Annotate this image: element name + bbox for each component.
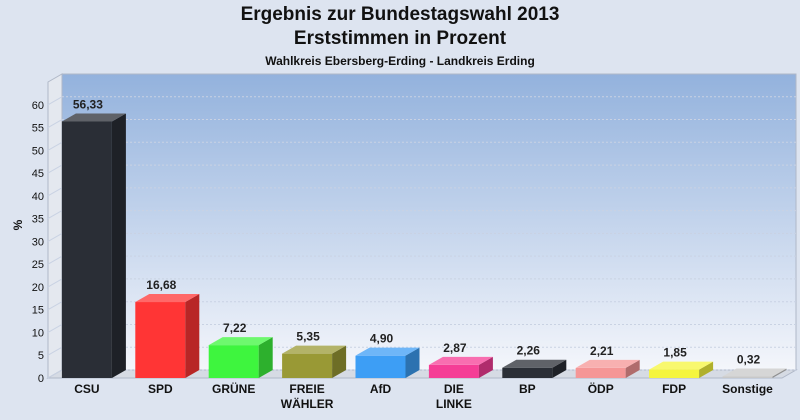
bar (502, 359, 567, 378)
y-axis-label: % (11, 219, 25, 230)
bar-front (355, 355, 406, 378)
bar-top (355, 347, 420, 356)
y-tick-label: 10 (32, 327, 44, 339)
bar-top (135, 294, 200, 303)
grid-line-side (47, 232, 63, 242)
bar-side (478, 356, 493, 378)
grid-line-side (47, 164, 63, 174)
value-label: 1,85 (663, 346, 687, 360)
bar-front (722, 376, 773, 378)
grid-line-side (47, 346, 63, 356)
y-axis-ticks: 0 5 10 15 20 25 30 35 40 45 50 55 60 (32, 100, 44, 385)
bar-top (722, 368, 787, 377)
bar (282, 345, 347, 378)
y-tick-label: 15 (32, 305, 44, 317)
bar (575, 359, 640, 378)
bar-top (428, 356, 493, 365)
bar-front (428, 364, 479, 378)
bar-side (699, 361, 714, 378)
category-label: WÄHLER (281, 396, 334, 411)
category-label: SPD (148, 382, 173, 396)
category-label: FREIE (289, 382, 324, 396)
value-label: 16,68 (146, 278, 176, 292)
category-label: CSU (74, 382, 99, 396)
chart-title: Ergebnis zur Bundestagswahl 2013 (240, 4, 560, 25)
bar (208, 337, 273, 378)
category-label: ÖDP (588, 381, 614, 396)
grid-line-side (47, 278, 63, 288)
value-label: 2,26 (517, 344, 541, 358)
category-label: GRÜNE (212, 381, 255, 396)
side-wall (47, 73, 63, 379)
bar (649, 361, 714, 378)
bar-front (502, 367, 553, 378)
y-tick-label: 20 (32, 282, 44, 294)
value-label: 0,32 (737, 353, 761, 367)
y-tick-label: 35 (32, 214, 44, 226)
category-label: AfD (370, 382, 392, 396)
value-label: 2,87 (443, 341, 467, 355)
bar-top (208, 337, 273, 346)
value-label: 56,33 (73, 97, 103, 111)
grid-line-side (47, 301, 63, 311)
bar (135, 294, 200, 378)
value-label: 5,35 (296, 330, 320, 344)
bar (355, 347, 420, 378)
value-label: 7,22 (223, 321, 247, 335)
y-tick-label: 30 (32, 236, 44, 248)
bar (61, 113, 126, 379)
bar-top (649, 361, 714, 370)
grid-line-side (47, 141, 63, 151)
grid-line-side (47, 324, 63, 333)
grid-line-side (47, 369, 63, 379)
bar-front (575, 367, 626, 378)
y-tick-label: 0 (38, 373, 44, 385)
bar-front (282, 353, 333, 378)
y-tick-label: 45 (32, 168, 44, 180)
bar-side (772, 368, 787, 378)
bar-front (135, 302, 186, 378)
bar (722, 368, 787, 378)
bars (61, 113, 787, 379)
grid-line-side (47, 96, 63, 106)
bar-side (332, 345, 347, 378)
bar-side (405, 347, 420, 378)
y-tick-label: 40 (32, 191, 44, 203)
grid-line-side (47, 119, 63, 128)
bar (428, 356, 493, 378)
bar-side (552, 359, 567, 378)
y-tick-label: 50 (32, 145, 44, 157)
value-label: 4,90 (370, 332, 394, 346)
bar-front (208, 345, 259, 378)
chart-title-line2: Erststimmen in Prozent (293, 28, 507, 49)
category-label: DIE (444, 382, 464, 396)
category-label: FDP (662, 382, 686, 396)
category-label: Sonstige (722, 382, 773, 396)
chart-subtitle: Wahlkreis Ebersberg-Erding - Landkreis E… (265, 54, 535, 68)
value-labels: 56,33 16,68 7,22 5,35 4,90 2,87 2,26 2,21 1,85 0,… (73, 97, 761, 366)
bar-side (111, 113, 126, 379)
grid-line-side (47, 255, 63, 265)
bar-front (61, 121, 112, 379)
bar-top (502, 359, 567, 368)
bar-top (575, 359, 640, 368)
bar-side (625, 359, 640, 378)
grid-lines (47, 96, 796, 379)
bar-front (649, 369, 700, 378)
bar-top (282, 345, 347, 354)
value-label: 2,21 (590, 344, 614, 358)
bar-top (61, 113, 126, 122)
grid-line-side (47, 187, 63, 197)
category-label: BP (519, 382, 536, 396)
grid-line-side (47, 210, 63, 220)
y-tick-label: 55 (32, 123, 44, 135)
y-tick-label: 5 (38, 350, 44, 362)
category-label: LINKE (436, 397, 472, 411)
y-tick-label: 60 (32, 100, 44, 112)
bar-side (258, 337, 273, 378)
bar-side (185, 294, 200, 378)
y-tick-label: 25 (32, 259, 44, 271)
